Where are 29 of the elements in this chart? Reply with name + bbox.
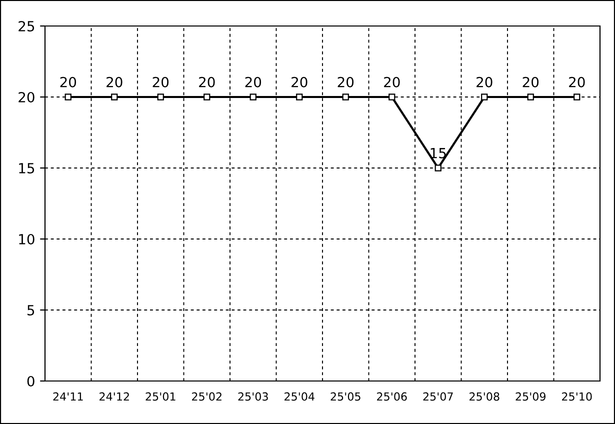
y-tick-label: 0 (27, 376, 34, 386)
x-tick-label: 25'06 (377, 392, 407, 401)
y-tick-label: 25 (18, 20, 34, 32)
x-tick-label: 25'01 (146, 392, 176, 401)
x-tick-label: 25'02 (192, 392, 222, 401)
data-label: 20 (476, 76, 492, 88)
data-label: 20 (199, 76, 215, 88)
data-label: 20 (338, 76, 354, 88)
data-label: 20 (569, 76, 585, 88)
x-tick-label: 24'12 (100, 392, 129, 401)
y-tick-label: 5 (28, 305, 34, 316)
x-tick-label: 25'04 (284, 392, 314, 401)
y-tick-label: 15 (19, 163, 34, 174)
data-label: 20 (522, 76, 539, 88)
data-label: 20 (60, 76, 76, 88)
data-label: 20 (106, 76, 122, 88)
x-tick-label: 25'10 (562, 392, 592, 401)
data-label: 20 (292, 76, 308, 88)
data-label: 20 (384, 76, 400, 88)
x-tick-label: 25'09 (516, 392, 546, 401)
data-label: 20 (152, 76, 169, 88)
x-tick-label: 25'03 (238, 392, 268, 401)
x-tick-label: 25'08 (470, 392, 500, 401)
y-tick-label: 10 (19, 234, 34, 244)
y-tick-label: 20 (18, 92, 34, 102)
x-tick-label: 24'11 (53, 392, 83, 401)
data-label: 20 (245, 76, 262, 88)
x-tick-label: 25'05 (330, 392, 360, 401)
x-tick-label: 25'07 (423, 392, 453, 401)
